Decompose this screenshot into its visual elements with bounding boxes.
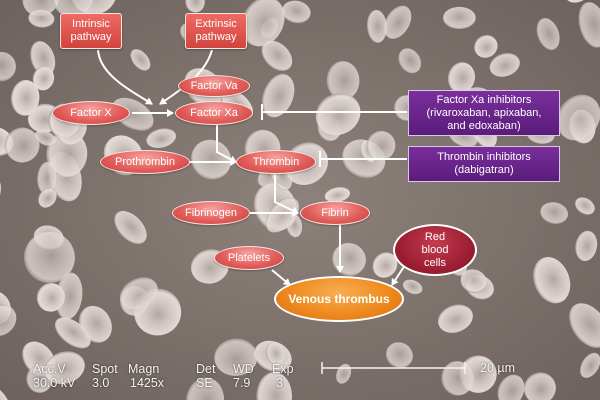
red-blood-cells-node: Red blood cells [393, 224, 477, 276]
background-cell [44, 351, 85, 384]
background-cell [523, 372, 556, 400]
background-cell [536, 18, 560, 50]
background-cell [385, 342, 413, 369]
platelets-node: Platelets [214, 246, 284, 270]
background-cell [114, 211, 147, 244]
background-cell [443, 6, 476, 30]
background-cell [315, 93, 361, 136]
background-cell [383, 5, 412, 39]
background-cell [28, 9, 55, 28]
factor-x-node: Factor X [52, 101, 130, 125]
background-cell [146, 128, 177, 148]
venous-thrombus-node: Venous thrombus [274, 276, 404, 322]
background-cell [0, 384, 10, 400]
background-cell [0, 126, 14, 157]
background-cell [34, 130, 57, 147]
background-cell [578, 2, 600, 48]
background-cell [191, 139, 232, 180]
scale-label: 20 µm [480, 361, 515, 375]
background-cell [402, 279, 423, 295]
background-cell [460, 269, 487, 293]
fibrin-node: Fibrin [300, 201, 370, 225]
background-cell [241, 0, 285, 47]
acc-v-value: 30.0 kV [33, 376, 76, 390]
background-cell [52, 0, 94, 18]
background-cell [366, 9, 387, 43]
background-cell [324, 187, 351, 203]
background-cell [261, 40, 293, 71]
background-cell [497, 374, 525, 400]
background-cell [37, 161, 57, 194]
background-cell [266, 342, 285, 366]
background-cell [22, 0, 60, 17]
background-cell [437, 304, 473, 333]
arrow-platelets-to-thrombus [271, 269, 291, 286]
factor-xa-inhibitors-box: Factor Xa inhibitors (rivaroxaban, apixab… [408, 90, 560, 136]
magn-label: Magn [128, 362, 160, 376]
arrow-intrinsic-to-factor-xa [97, 49, 153, 105]
background-cell [569, 303, 600, 348]
background-cell [54, 317, 91, 349]
intrinsic-pathway-box: Intrinsic pathway [60, 13, 122, 49]
arrow-factor-xa-to-thrombin-path [216, 125, 237, 163]
background-cell [0, 51, 17, 82]
det-label: Det [196, 362, 216, 376]
background-cell [0, 304, 17, 336]
background-cell [23, 231, 75, 284]
det-value: SE [196, 376, 213, 390]
wd-label: WD [233, 362, 254, 376]
background-cell [366, 130, 396, 161]
background-cell [119, 277, 158, 310]
background-cell [575, 197, 595, 215]
thrombin-node: Thrombin [236, 150, 316, 174]
background-cell [489, 52, 520, 77]
thrombin-inhibitors-box: Thrombin inhibitors (dabigatran) [408, 146, 560, 182]
background-cell [32, 66, 55, 91]
background-cell [372, 252, 398, 278]
background-cell [55, 272, 83, 320]
background-cell [4, 127, 40, 163]
background-cell [579, 352, 600, 378]
factor-va-node: Factor Va [178, 75, 250, 97]
background-cell [10, 79, 40, 116]
background-cell [30, 41, 56, 76]
background-cell [540, 202, 569, 224]
background-cell [38, 188, 57, 208]
background-cell [575, 230, 598, 262]
spot-label: Spot [92, 362, 118, 376]
background-cell [130, 49, 151, 71]
scale-bar [321, 362, 466, 374]
arrow-thrombin-to-fibrin [274, 174, 299, 215]
background-cell [398, 48, 422, 74]
background-cell [556, 94, 600, 141]
background-cell [262, 73, 295, 118]
background-cell [185, 377, 225, 400]
background-cell [474, 35, 498, 58]
extrinsic-pathway-box: Extrinsic pathway [185, 13, 247, 49]
arrow-rbc-to-thrombus [391, 264, 406, 286]
magn-value: 1425x [130, 376, 165, 390]
acc-v-label: Acc.V [33, 362, 66, 376]
background-cell [214, 338, 258, 376]
background-cell [36, 282, 65, 312]
background-cell [281, 0, 311, 24]
spot-value: 3.0 [92, 376, 110, 390]
wd-value: 7.9 [233, 376, 251, 390]
background-cell [326, 61, 360, 100]
factor-xa-node: Factor Xa [175, 101, 253, 125]
background-cell [185, 0, 205, 13]
background-cell [533, 257, 571, 304]
background-cell [265, 197, 299, 233]
fibrinogen-node: Fibrinogen [172, 201, 250, 225]
background-cell [447, 62, 475, 94]
background-cell [256, 372, 292, 400]
exp-label: Exp [272, 362, 294, 376]
exp-value: 3 [276, 376, 283, 390]
prothrombin-node: Prothrombin [100, 150, 190, 174]
